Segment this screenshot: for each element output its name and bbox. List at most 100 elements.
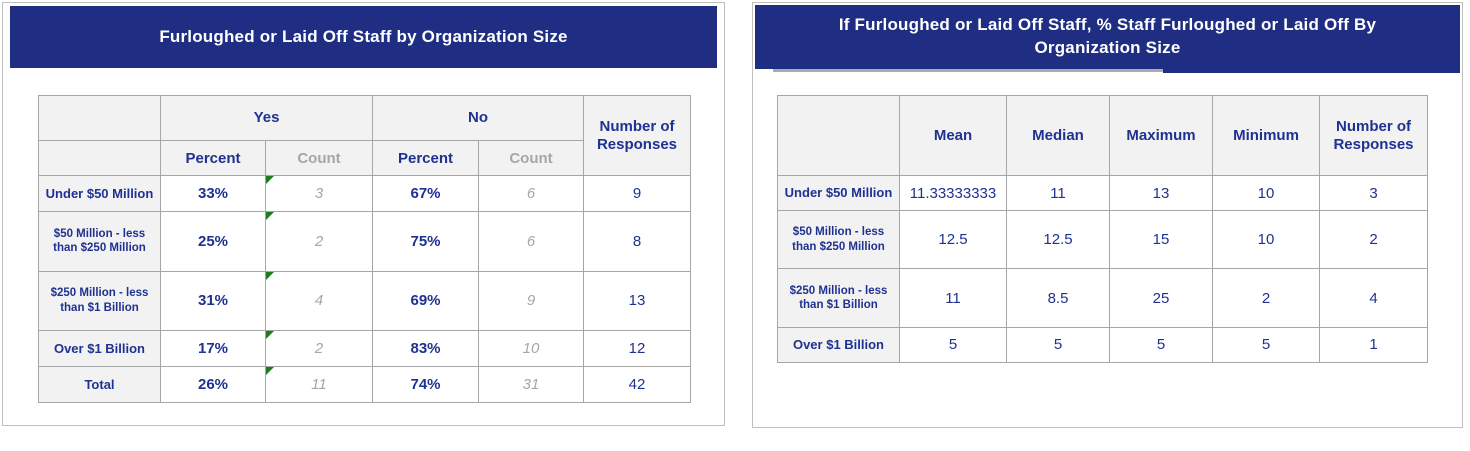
maximum-header: Maximum (1109, 95, 1213, 176)
furloughed-staff-table: Yes No Number of Responses Percent Count… (38, 95, 691, 403)
no-count-header: Count (478, 140, 584, 176)
table-row: Percent Count Percent Count (38, 140, 691, 176)
yes-count-value: 2 (314, 340, 324, 357)
median-cell: 12.5 (1006, 210, 1110, 270)
error-flag-icon (266, 212, 274, 220)
yes-percent-header: Percent (160, 140, 266, 176)
table-row: Total 26% 11 74% 31 42 (38, 366, 691, 403)
median-header: Median (1006, 95, 1110, 176)
mean-cell: 11 (899, 268, 1007, 328)
row-label: Over $1 Billion (777, 326, 900, 364)
yes-count-value: 2 (314, 232, 324, 250)
table-row: Mean Median Maximum Minimum Number of Re… (777, 95, 1428, 176)
no-count-cell: 9 (478, 270, 584, 331)
corner-cell (777, 95, 900, 176)
table-row: Yes No Number of Responses (38, 95, 691, 176)
no-count-cell: 6 (478, 175, 584, 212)
corner-cell (38, 140, 161, 176)
no-percent-cell: 75% (372, 211, 479, 272)
error-flag-icon (266, 176, 274, 184)
title-shadow (1163, 65, 1460, 73)
row-label: $50 Million - less than $250 Million (38, 211, 161, 272)
maximum-cell: 25 (1109, 268, 1213, 328)
maximum-cell: 13 (1109, 174, 1213, 212)
median-cell: 11 (1006, 174, 1110, 212)
yes-count-cell: 2 (265, 330, 373, 367)
yes-count-cell: 11 (265, 366, 373, 403)
right-panel-title-bar: If Furloughed or Laid Off Staff, % Staff… (755, 5, 1460, 69)
yes-count-header: Count (265, 140, 373, 176)
no-percent-header: Percent (372, 140, 479, 176)
median-cell: 8.5 (1006, 268, 1110, 328)
left-panel: Furloughed or Laid Off Staff by Organiza… (2, 2, 725, 426)
row-label-total: Total (38, 366, 161, 403)
row-label: $250 Million - less than $1 Billion (777, 268, 900, 328)
error-flag-icon (266, 367, 274, 375)
error-flag-icon (266, 271, 274, 280)
yes-count-cell: 4 (265, 270, 373, 331)
responses-cell: 42 (583, 366, 691, 403)
table-row: Under $50 Million 33% 3 67% 6 9 (38, 175, 691, 212)
maximum-cell: 5 (1109, 326, 1213, 364)
left-panel-title: Furloughed or Laid Off Staff by Organiza… (159, 26, 568, 46)
responses-header: Number of Responses (583, 95, 691, 176)
minimum-header: Minimum (1212, 95, 1320, 176)
mean-cell: 5 (899, 326, 1007, 364)
yes-count-value: 3 (314, 185, 324, 202)
row-label: Under $50 Million (38, 175, 161, 212)
yes-percent-cell: 17% (160, 330, 266, 367)
row-label: Under $50 Million (777, 174, 900, 212)
no-percent-cell: 83% (372, 330, 479, 367)
yes-percent-cell: 33% (160, 175, 266, 212)
responses-cell: 12 (583, 330, 691, 367)
mean-cell: 11.33333333 (899, 174, 1007, 212)
responses-cell: 3 (1319, 174, 1428, 212)
yes-percent-cell: 31% (160, 270, 266, 331)
no-percent-cell: 74% (372, 366, 479, 403)
yes-count-cell: 3 (265, 175, 373, 212)
table-row: $250 Million - less than $1 Billion 11 8… (777, 268, 1428, 328)
left-panel-title-bar: Furloughed or Laid Off Staff by Organiza… (10, 6, 717, 68)
right-panel: If Furloughed or Laid Off Staff, % Staff… (752, 2, 1463, 428)
yes-count-cell: 2 (265, 211, 373, 272)
yes-percent-cell: 25% (160, 211, 266, 272)
responses-cell: 8 (583, 211, 691, 272)
table-row: $50 Million - less than $250 Million 12.… (777, 210, 1428, 270)
responses-cell: 1 (1319, 326, 1428, 364)
yes-count-value: 11 (311, 376, 327, 393)
no-count-cell: 31 (478, 366, 584, 403)
table-row: Over $1 Billion 5 5 5 5 1 (777, 326, 1428, 364)
minimum-cell: 2 (1212, 268, 1320, 328)
percent-staff-stats-table: Mean Median Maximum Minimum Number of Re… (777, 95, 1428, 364)
row-label: Over $1 Billion (38, 330, 161, 367)
no-percent-cell: 67% (372, 175, 479, 212)
responses-header: Number of Responses (1319, 95, 1428, 176)
median-cell: 5 (1006, 326, 1110, 364)
table-row: Over $1 Billion 17% 2 83% 10 12 (38, 330, 691, 367)
table-row: $250 Million - less than $1 Billion 31% … (38, 270, 691, 331)
minimum-cell: 10 (1212, 174, 1320, 212)
responses-cell: 9 (583, 175, 691, 212)
row-label: $250 Million - less than $1 Billion (38, 270, 161, 331)
no-count-cell: 10 (478, 330, 584, 367)
right-panel-title: If Furloughed or Laid Off Staff, % Staff… (838, 15, 1377, 57)
no-percent-cell: 69% (372, 270, 479, 331)
mean-header: Mean (899, 95, 1007, 176)
maximum-cell: 15 (1109, 210, 1213, 270)
responses-cell: 4 (1319, 268, 1428, 328)
title-shadow (773, 69, 1163, 72)
table-row: Under $50 Million 11.33333333 11 13 10 3 (777, 174, 1428, 212)
responses-cell: 2 (1319, 210, 1428, 270)
no-group-header: No (372, 95, 584, 141)
yes-count-value: 4 (314, 292, 324, 310)
minimum-cell: 10 (1212, 210, 1320, 270)
yes-group-header: Yes (160, 95, 373, 141)
yes-percent-cell: 26% (160, 366, 266, 403)
row-label: $50 Million - less than $250 Million (777, 210, 900, 270)
mean-cell: 12.5 (899, 210, 1007, 270)
table-row: $50 Million - less than $250 Million 25%… (38, 211, 691, 272)
responses-cell: 13 (583, 270, 691, 331)
no-count-cell: 6 (478, 211, 584, 272)
corner-cell (38, 95, 161, 141)
